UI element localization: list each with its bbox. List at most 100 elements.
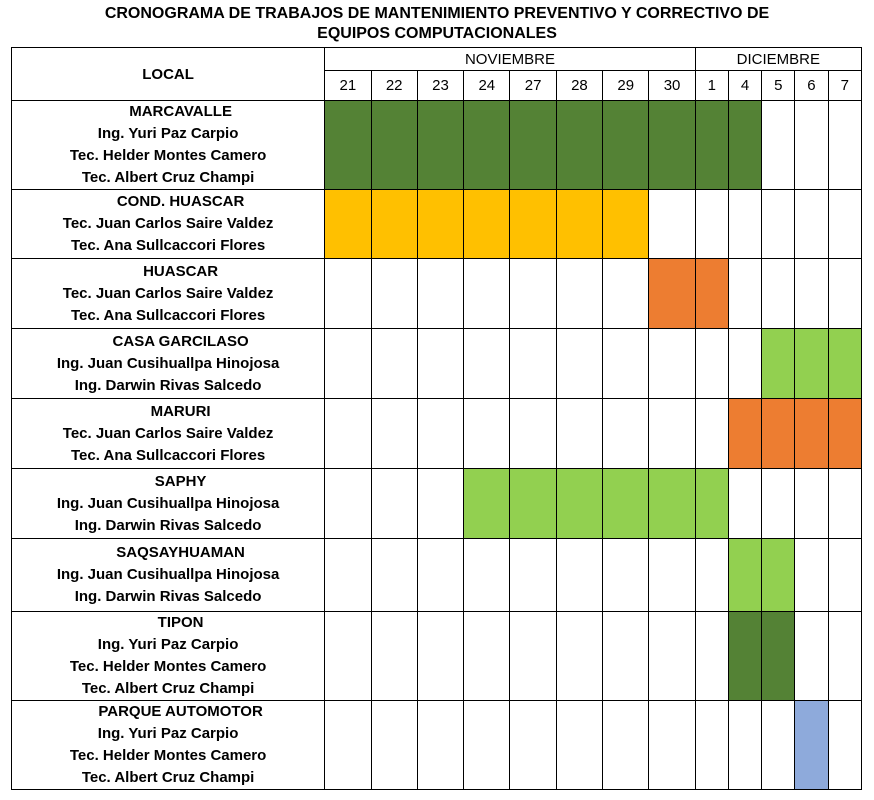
empty-day-cell <box>463 538 511 612</box>
scheduled-day-cell <box>794 328 829 399</box>
day-header: 28 <box>555 70 604 101</box>
empty-day-cell <box>602 700 650 790</box>
scheduled-day-cell <box>648 468 696 539</box>
document-title: CRONOGRAMA DE TRABAJOS DE MANTENIMIENTO … <box>0 4 874 44</box>
local-cell: MARCAVALLE Ing. Yuri Paz Carpio Tec. Helde… <box>10 100 326 190</box>
staff-name: Ing. Juan Cusihuallpa Hinojosa <box>56 354 280 372</box>
site-name: MARURI <box>150 402 211 420</box>
scheduled-day-cell <box>727 611 763 701</box>
empty-day-cell <box>555 258 604 329</box>
scheduled-day-cell <box>555 100 604 190</box>
scheduled-day-cell <box>794 700 829 790</box>
schedule-row: MARURI Tec. Juan Carlos Saire Valdez Tec. … <box>10 398 863 469</box>
scheduled-day-cell <box>555 189 604 259</box>
empty-day-cell <box>694 611 729 701</box>
empty-day-cell <box>794 468 829 539</box>
scheduled-day-cell <box>694 100 729 190</box>
scheduled-day-cell <box>324 189 372 259</box>
empty-day-cell <box>555 538 604 612</box>
scheduled-day-cell <box>416 100 465 190</box>
empty-day-cell <box>827 258 863 329</box>
empty-day-cell <box>602 328 650 399</box>
empty-day-cell <box>416 258 465 329</box>
empty-day-cell <box>694 538 729 612</box>
scheduled-day-cell <box>761 328 796 399</box>
empty-day-cell <box>761 189 796 259</box>
staff-name: Tec. Albert Cruz Champi <box>81 169 255 186</box>
staff-name: Tec. Juan Carlos Saire Valdez <box>62 284 274 302</box>
empty-day-cell <box>416 468 465 539</box>
day-header: 22 <box>370 70 418 101</box>
empty-day-cell <box>602 611 650 701</box>
day-header: 29 <box>602 70 650 101</box>
day-header: 30 <box>648 70 696 101</box>
scheduled-day-cell <box>370 100 418 190</box>
empty-day-cell <box>416 398 465 469</box>
site-name: HUASCAR <box>143 262 219 280</box>
schedule-row: PARQUE AUTOMOTOR Ing. Yuri Paz Carpio Tec.… <box>10 700 863 790</box>
empty-day-cell <box>555 611 604 701</box>
schedule-row: SAPHY Ing. Juan Cusihuallpa Hinojosa Ing. … <box>10 468 863 539</box>
staff-name: Tec. Helder Montes Camero <box>69 147 267 164</box>
day-header: 23 <box>416 70 465 101</box>
local-cell: MARURI Tec. Juan Carlos Saire Valdez Tec. … <box>10 398 326 469</box>
schedule-row: TIPON Ing. Yuri Paz Carpio Tec. Helder Mon… <box>10 611 863 701</box>
schedule-row: SAQSAYHUAMAN Ing. Juan Cusihuallpa Hinojo… <box>10 538 863 612</box>
scheduled-day-cell <box>761 611 796 701</box>
empty-day-cell <box>794 189 829 259</box>
site-name: CASA GARCILASO <box>112 332 249 350</box>
day-header: 5 <box>761 70 796 101</box>
empty-day-cell <box>509 258 557 329</box>
scheduled-day-cell <box>648 100 696 190</box>
day-header: 27 <box>509 70 557 101</box>
site-name: COND. HUASCAR <box>116 193 245 210</box>
staff-name: Tec. Albert Cruz Champi <box>81 769 255 786</box>
empty-day-cell <box>794 611 829 701</box>
empty-day-cell <box>694 398 729 469</box>
scheduled-day-cell <box>648 258 696 329</box>
local-column-header: LOCAL <box>10 47 326 101</box>
schedule-row: HUASCAR Tec. Juan Carlos Saire Valdez Tec.… <box>10 258 863 329</box>
empty-day-cell <box>602 538 650 612</box>
empty-day-cell <box>509 700 557 790</box>
empty-day-cell <box>509 538 557 612</box>
empty-day-cell <box>827 538 863 612</box>
empty-day-cell <box>727 258 763 329</box>
staff-name: Tec. Helder Montes Camero <box>69 658 267 675</box>
site-name: SAPHY <box>154 472 207 490</box>
scheduled-day-cell <box>694 468 729 539</box>
empty-day-cell <box>370 398 418 469</box>
schedule-table: LOCAL NOVIEMBRE DICIEMBRE 21 22 23 24 27… <box>10 47 863 790</box>
staff-name: Ing. Yuri Paz Carpio <box>97 725 239 742</box>
site-name: MARCAVALLE <box>129 103 232 120</box>
empty-day-cell <box>416 538 465 612</box>
empty-day-cell <box>555 700 604 790</box>
empty-day-cell <box>648 611 696 701</box>
empty-day-cell <box>509 398 557 469</box>
empty-day-cell <box>727 468 763 539</box>
staff-name: Ing. Darwin Rivas Salcedo <box>74 376 262 394</box>
local-cell: CASA GARCILASO Ing. Juan Cusihuallpa Hino… <box>10 328 326 399</box>
scheduled-day-cell <box>727 100 763 190</box>
empty-day-cell <box>555 328 604 399</box>
empty-day-cell <box>827 189 863 259</box>
empty-day-cell <box>463 611 511 701</box>
empty-day-cell <box>463 398 511 469</box>
empty-day-cell <box>648 538 696 612</box>
empty-day-cell <box>727 189 763 259</box>
scheduled-day-cell <box>602 468 650 539</box>
empty-day-cell <box>370 538 418 612</box>
empty-day-cell <box>370 258 418 329</box>
scheduled-day-cell <box>416 189 465 259</box>
empty-day-cell <box>370 328 418 399</box>
empty-day-cell <box>648 328 696 399</box>
schedule-row: CASA GARCILASO Ing. Juan Cusihuallpa Hino… <box>10 328 863 399</box>
staff-name: Tec. Ana Sullcaccori Flores <box>70 306 266 324</box>
empty-day-cell <box>370 700 418 790</box>
empty-day-cell <box>324 398 372 469</box>
scheduled-day-cell <box>509 468 557 539</box>
empty-day-cell <box>324 328 372 399</box>
empty-day-cell <box>794 100 829 190</box>
day-header-row: 21 22 23 24 27 28 29 30 1 4 5 6 7 <box>12 70 863 101</box>
empty-day-cell <box>370 611 418 701</box>
